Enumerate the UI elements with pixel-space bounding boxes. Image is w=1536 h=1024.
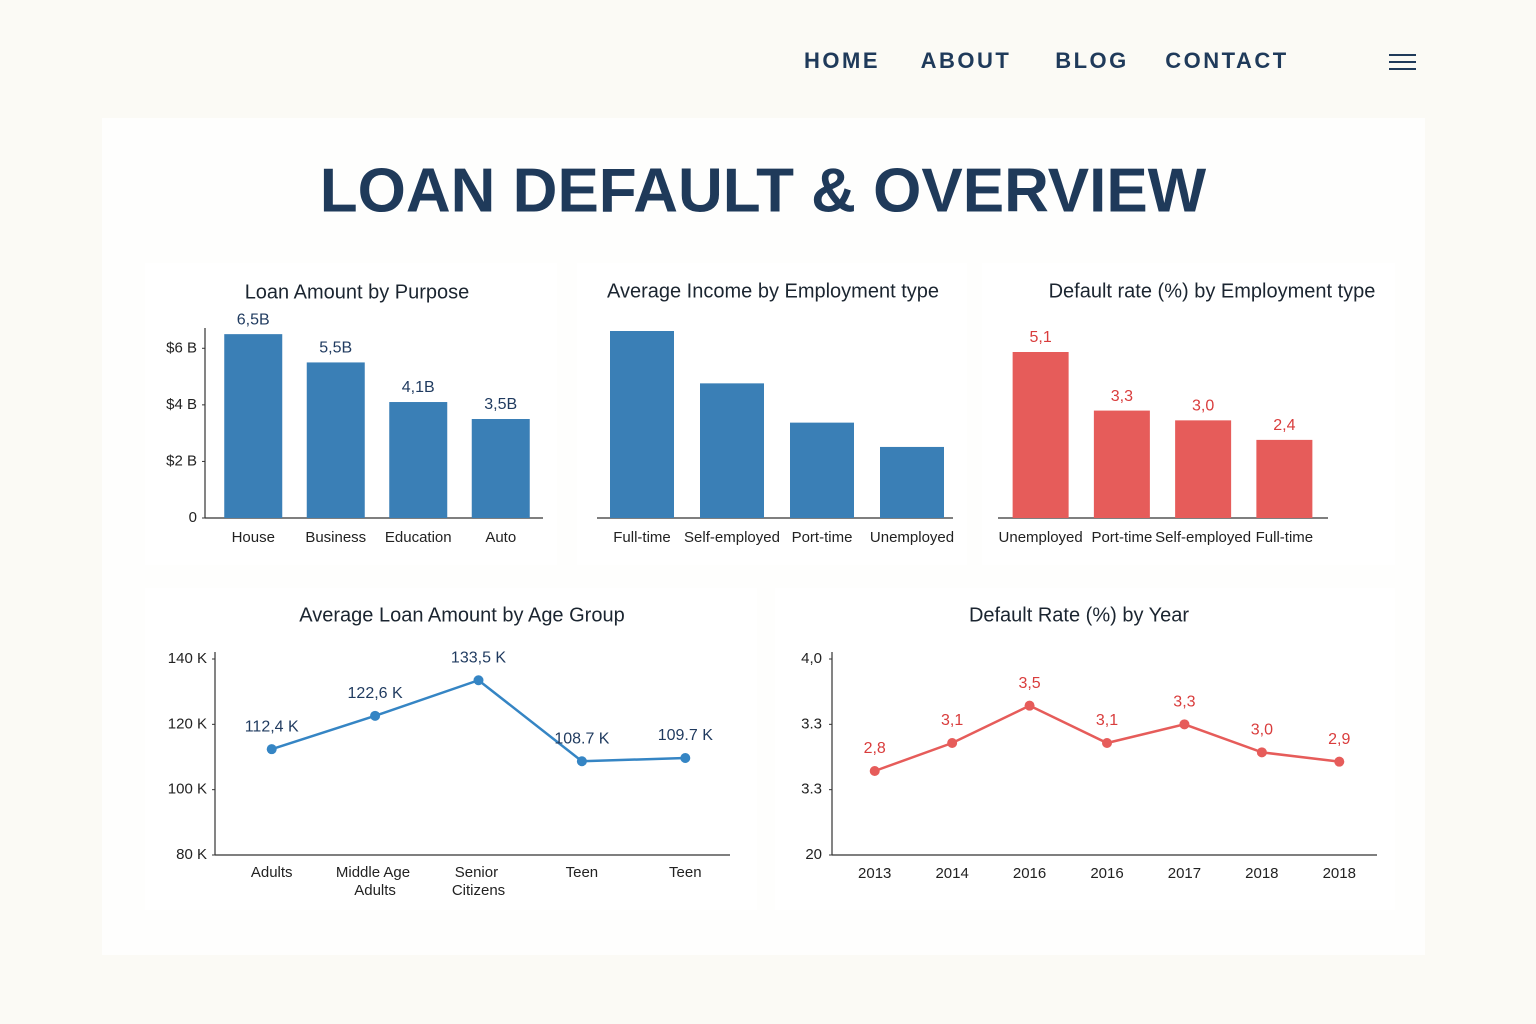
- chart-title: Default rate (%) by Employment type: [1049, 280, 1376, 302]
- x-tick-label: Port-time: [1091, 529, 1152, 546]
- x-tick-label: 2017: [1168, 865, 1201, 882]
- data-label: 3,3: [1111, 388, 1133, 405]
- point: [1179, 719, 1190, 730]
- y-tick-label: 100 K: [168, 781, 207, 798]
- x-tick-label: Auto: [485, 529, 516, 546]
- data-label: 6,5B: [237, 311, 270, 328]
- nav-link[interactable]: BLOG: [1055, 48, 1129, 73]
- x-tick-label: 2016: [1013, 865, 1046, 882]
- x-tick-label: Senior Citizens: [452, 864, 505, 899]
- bar: [700, 383, 764, 518]
- data-label: 3,1: [941, 712, 963, 729]
- y-tick-label: $2 B: [166, 452, 197, 469]
- x-tick-label: Teen: [669, 864, 702, 881]
- bar: [471, 419, 530, 518]
- x-tick-label: Teen: [566, 864, 599, 881]
- point: [1102, 738, 1112, 748]
- point: [1256, 747, 1267, 758]
- x-tick-label: 2016: [1090, 865, 1123, 882]
- nav-link[interactable]: CONTACT: [1165, 48, 1288, 73]
- y-tick-label: $6 B: [166, 339, 197, 356]
- data-label: 122,6 K: [348, 685, 403, 702]
- data-label: 3,0: [1192, 398, 1214, 415]
- bar: [880, 446, 944, 518]
- bar: [306, 362, 365, 518]
- x-tick-label: Self-employed: [1155, 529, 1251, 546]
- y-tick-label: 80 K: [176, 846, 207, 863]
- x-tick-label: Unemployed: [870, 529, 954, 546]
- x-tick-label: Full-time: [613, 529, 671, 546]
- x-tick-label: 2018: [1323, 865, 1356, 882]
- chart-title: Average Loan Amount by Age Group: [299, 604, 624, 626]
- x-tick-label: Education: [385, 529, 452, 546]
- point: [266, 744, 277, 755]
- bar: [1093, 410, 1150, 518]
- point: [947, 738, 958, 748]
- bar: [1012, 352, 1069, 518]
- data-label: 3,0: [1251, 722, 1273, 739]
- point: [1334, 756, 1345, 767]
- nav-link[interactable]: HOME: [804, 48, 880, 73]
- x-tick-label: 2018: [1245, 865, 1278, 882]
- x-tick-label: 2013: [858, 865, 891, 882]
- chart-title: Default Rate (%) by Year: [969, 604, 1189, 626]
- point: [576, 756, 587, 767]
- data-label: 112,4 K: [245, 718, 299, 735]
- page-title: LOAN DEFAULT & OVERVIEW: [320, 156, 1207, 225]
- data-label: 3,3: [1173, 694, 1195, 711]
- x-tick-label: Middle Age Adults: [336, 864, 414, 899]
- data-label: 2,9: [1328, 731, 1350, 748]
- point: [1024, 700, 1035, 711]
- data-label: 5,5B: [319, 340, 352, 357]
- data-label: 4,1B: [402, 379, 435, 396]
- point: [680, 752, 691, 763]
- y-tick-label: 120 K: [168, 715, 207, 732]
- chart-title: Loan Amount by Purpose: [245, 281, 470, 303]
- x-tick-label: House: [232, 529, 275, 546]
- y-tick-label: 4,0: [801, 650, 822, 667]
- data-label: 2,8: [864, 740, 886, 757]
- data-label: 133,5 K: [451, 649, 506, 666]
- y-tick-label: 3.3: [801, 715, 822, 732]
- y-tick-label: 140 K: [168, 650, 207, 667]
- x-tick-label: Business: [305, 529, 366, 546]
- data-label: 109.7 K: [658, 727, 713, 744]
- data-label: 2,4: [1273, 417, 1295, 434]
- bar: [224, 334, 283, 518]
- data-label: 5,1: [1030, 329, 1052, 346]
- x-tick-label: Port-time: [792, 529, 853, 546]
- bar: [389, 402, 448, 518]
- point: [473, 675, 484, 686]
- y-tick-label: 3.3: [801, 781, 822, 798]
- x-tick-label: Self-employed: [684, 529, 780, 546]
- y-tick-label: $4 B: [166, 396, 197, 413]
- data-label: 3,1: [1096, 712, 1118, 729]
- x-tick-label: Full-time: [1256, 529, 1314, 546]
- x-tick-label: Adults: [251, 864, 293, 881]
- bar: [790, 422, 854, 518]
- data-label: 108.7 K: [554, 730, 609, 747]
- menu-icon[interactable]: [1389, 54, 1416, 70]
- bar: [1256, 439, 1313, 518]
- nav-bar: HOME ABOUT BLOG CONTACT: [804, 48, 1416, 73]
- data-label: 3,5: [1018, 675, 1040, 692]
- x-tick-label: 2014: [935, 865, 968, 882]
- nav-link[interactable]: ABOUT: [921, 48, 1012, 73]
- point: [370, 710, 381, 721]
- x-tick-label: Unemployed: [999, 529, 1083, 546]
- chart-title: Average Income by Employment type: [607, 280, 939, 302]
- data-label: 3,5B: [484, 396, 517, 413]
- point: [869, 766, 880, 776]
- y-tick-label: 0: [189, 509, 197, 526]
- chart-card: [145, 588, 757, 910]
- bar: [610, 331, 674, 518]
- chart-card: [775, 588, 1395, 910]
- y-tick-label: 20: [805, 846, 822, 863]
- bar: [1175, 420, 1232, 518]
